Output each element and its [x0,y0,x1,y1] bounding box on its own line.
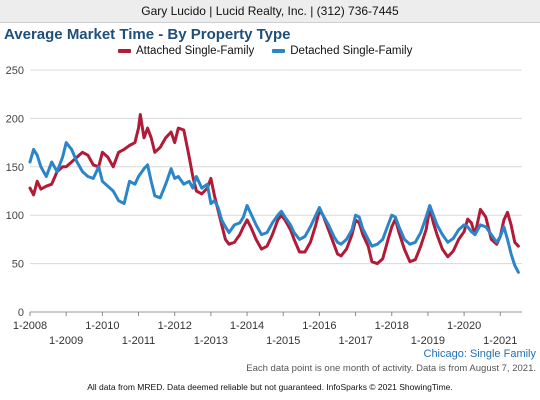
region-label: Chicago: Single Family [423,348,537,360]
y-tick-label-100: 100 [6,210,24,222]
x-tick-label-1-2011: 1-2011 [122,335,155,347]
x-tick-label-1-2019: 1-2019 [411,335,445,347]
x-tick-label-1-2009: 1-2009 [49,335,83,347]
y-tick-label-0: 0 [18,307,24,319]
legend-label-detached: Detached Single-Family [290,45,413,57]
x-tick-label-1-2018: 1-2018 [375,320,409,332]
chart-title: Average Market Time - By Property Type [4,26,291,43]
y-tick-label-150: 150 [6,162,24,174]
legend-swatch-attached [118,49,131,53]
x-tick-label-1-2015: 1-2015 [266,335,300,347]
legend-item-attached[interactable]: Attached Single-Family [118,45,254,57]
x-tick-label-1-2012: 1-2012 [158,320,192,332]
series-line-attached [28,113,520,266]
x-tick-label-1-2013: 1-2013 [194,335,228,347]
x-tick-label-1-2008: 1-2008 [13,320,47,332]
legend-swatch-detached [272,49,286,53]
footer-disclaimer: All data from MRED. Data deemed reliable… [87,382,453,392]
y-tick-label-250: 250 [6,65,24,77]
y-tick-label-50: 50 [12,259,24,271]
x-tick-label-1-2020: 1-2020 [447,320,481,332]
chart-legend: Attached Single-Family Detached Single-F… [118,45,412,57]
agent-header: Gary Lucido | Lucid Realty, Inc. | (312)… [0,0,540,23]
x-tick-label-1-2010: 1-2010 [85,320,119,332]
x-tick-label-1-2016: 1-2016 [302,320,336,332]
x-tick-label-1-2021: 1-2021 [483,335,517,347]
legend-label-attached: Attached Single-Family [136,45,255,57]
x-tick-label-1-2014: 1-2014 [230,320,264,332]
legend-item-detached[interactable]: Detached Single-Family [272,45,412,57]
data-note: Each data point is one month of activity… [246,363,536,374]
series-line-detached [28,141,520,274]
y-tick-label-200: 200 [6,113,24,125]
x-tick-label-1-2017: 1-2017 [338,335,372,347]
